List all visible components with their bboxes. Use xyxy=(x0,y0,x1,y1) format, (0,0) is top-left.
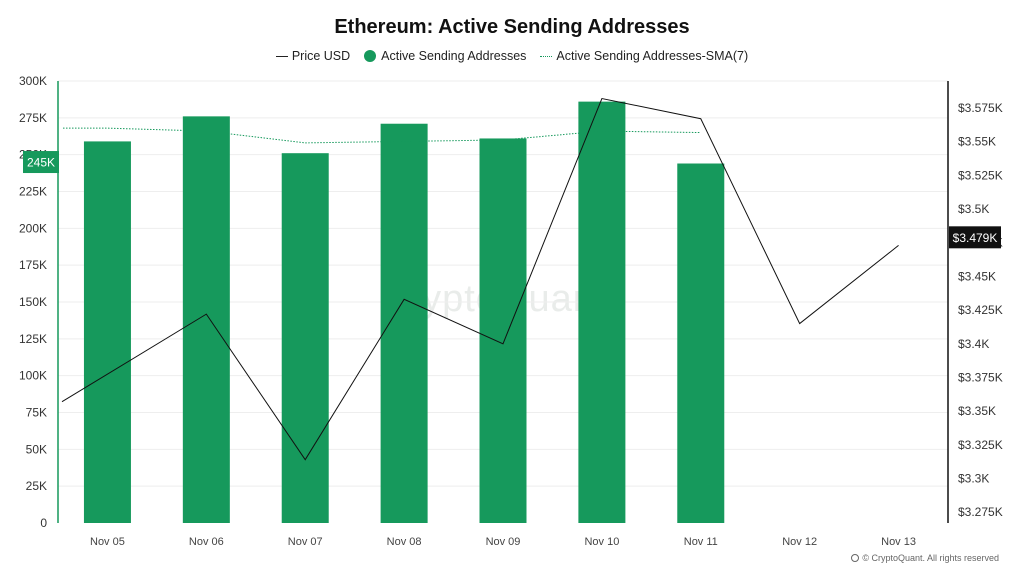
chart-title: Ethereum: Active Sending Addresses xyxy=(334,16,690,38)
legend-item-sma[interactable]: Active Sending Addresses-SMA(7) xyxy=(540,49,748,63)
left-axis-tick-label: 300K xyxy=(19,74,47,88)
left-axis-tick-label: 100K xyxy=(19,369,47,383)
left-axis-tick-label: 225K xyxy=(19,185,47,199)
left-axis-tick-label: 75K xyxy=(26,406,47,420)
left-axis-tick-label: 175K xyxy=(19,258,47,272)
right-axis-tick-label: $3.3K xyxy=(958,472,989,486)
legend-item-active-sending[interactable]: Active Sending Addresses xyxy=(364,49,526,63)
right-axis-tick-label: $3.525K xyxy=(958,168,1003,182)
footer-credit: © CryptoQuant. All rights reserved xyxy=(851,553,999,563)
sma-line xyxy=(63,127,701,144)
right-axis-tick-label: $3.425K xyxy=(958,303,1003,317)
right-value-badge-label: $3.479K xyxy=(953,231,998,245)
left-axis-tick-label: 25K xyxy=(26,479,47,493)
right-value-badge xyxy=(949,226,1001,249)
x-axis-tick-label: Nov 13 xyxy=(881,536,916,548)
right-axis-tick-label: $3.35K xyxy=(958,404,996,418)
left-axis-tick-label: 200K xyxy=(19,221,47,235)
bar xyxy=(677,163,725,524)
left-value-badge-label: 245K xyxy=(27,156,55,170)
legend: Price USD Active Sending Addresses Activ… xyxy=(0,49,1024,63)
left-axis-tick-label: 0 xyxy=(40,516,47,530)
right-axis-tick-label: $3.275K xyxy=(958,505,1003,519)
price-line xyxy=(61,97,899,461)
circle-swatch-icon xyxy=(364,50,377,62)
bar xyxy=(578,101,626,524)
right-axis-tick-label: $3.5K xyxy=(958,202,989,216)
right-axis-tick-label: $3.375K xyxy=(958,370,1003,384)
left-axis-tick-label: 50K xyxy=(26,442,47,456)
left-value-badge xyxy=(23,151,59,174)
right-axis-tick-label: $3.4K xyxy=(958,337,989,351)
right-axis-tick-label: $3.55K xyxy=(958,135,996,149)
x-axis-tick-label: Nov 08 xyxy=(387,536,422,548)
cryptoquant-logo-icon xyxy=(851,554,860,562)
bar xyxy=(281,153,329,523)
credit-text: © CryptoQuant. All rights reserved xyxy=(862,553,999,563)
legend-label-sma: Active Sending Addresses-SMA(7) xyxy=(556,49,749,63)
bar xyxy=(380,123,428,523)
x-axis-tick-label: Nov 06 xyxy=(189,536,224,548)
x-axis-tick-label: Nov 09 xyxy=(486,536,521,548)
right-axis-tick-label: $3.325K xyxy=(958,438,1003,452)
right-axis-tick-label: $3.575K xyxy=(958,101,1003,115)
line-swatch-icon xyxy=(275,55,288,57)
x-axis-tick-label: Nov 05 xyxy=(90,536,125,548)
left-axis-tick-label: 125K xyxy=(19,332,47,346)
x-axis-tick-label: Nov 12 xyxy=(782,536,817,548)
legend-label-price: Price USD xyxy=(291,49,351,63)
left-axis-tick-label: 150K xyxy=(19,295,47,309)
legend-label-active-sending: Active Sending Addresses xyxy=(381,49,527,63)
bar xyxy=(479,138,527,523)
right-axis-tick-label: $3.45K xyxy=(958,269,996,283)
legend-item-price[interactable]: Price USD xyxy=(275,49,351,63)
dotted-line-swatch-icon xyxy=(540,55,553,57)
bar xyxy=(83,141,131,523)
x-axis-tick-label: Nov 10 xyxy=(584,536,619,548)
x-axis-tick-label: Nov 11 xyxy=(684,536,718,548)
left-axis-tick-label: 275K xyxy=(19,111,47,125)
x-axis-tick-label: Nov 07 xyxy=(288,536,323,548)
bar xyxy=(182,116,230,524)
